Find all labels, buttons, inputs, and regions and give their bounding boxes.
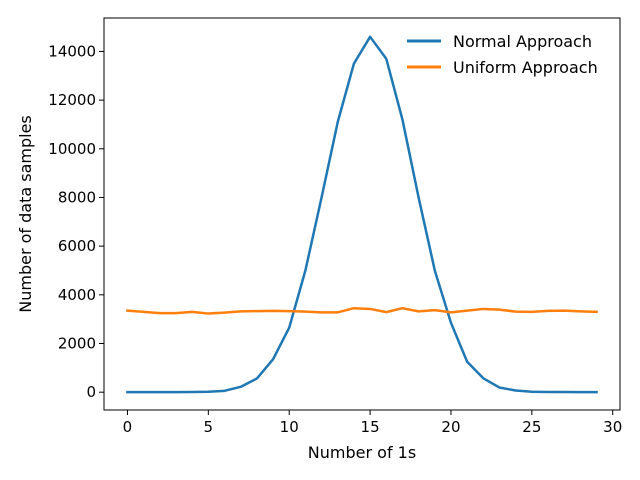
y-tick-label: 12000 [48,91,96,109]
plot-area [104,18,620,410]
axes-layer: 0 5 10 15 20 25 30 0 2000 4000 6000 8000 10000 12000 1… [48,42,622,436]
legend: Normal Approach Uniform Approach [407,32,598,77]
series-line-uniform-approach [126,306,598,315]
y-tick-label: 14000 [48,42,96,60]
y-tick-label: 0 [86,383,96,401]
y-tick-label: 8000 [58,188,96,206]
x-tick-label: 20 [441,418,460,436]
x-tick-label: 5 [204,418,214,436]
legend-label-normal-approach: Normal Approach [453,32,592,51]
y-tick-label: 4000 [58,286,96,304]
x-tick-label: 0 [123,418,133,436]
y-tick-label: 10000 [48,140,96,158]
x-axis-label: Number of 1s [308,443,416,462]
x-tick-label: 10 [280,418,299,436]
y-axis-label: Number of data samples [16,115,35,313]
x-tick-label: 25 [522,418,541,436]
y-tick-label: 2000 [58,335,96,353]
x-tick-label: 15 [361,418,380,436]
plot-frame [103,17,621,411]
series-line-normal-approach [126,35,598,394]
y-tick-label: 6000 [58,237,96,255]
series-layer [126,35,598,394]
x-tick-label: 30 [603,418,622,436]
legend-label-uniform-approach: Uniform Approach [453,58,598,77]
